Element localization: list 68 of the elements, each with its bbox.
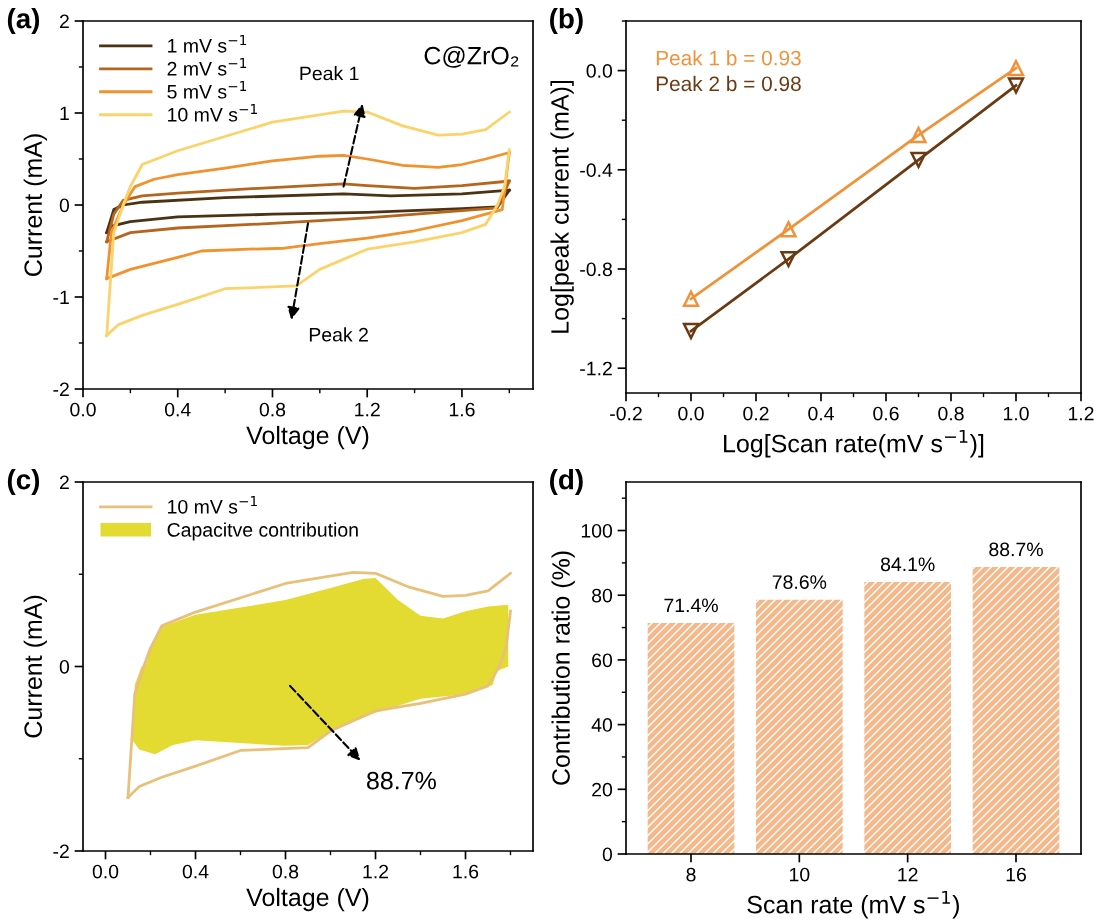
- chart-title: (b): [550, 8, 583, 34]
- y-tick-label: 0: [59, 198, 70, 213]
- chart-title: (a): [7, 8, 40, 34]
- y-tick-label: 1: [60, 106, 69, 121]
- x-tick-label: 16: [1006, 867, 1026, 882]
- x-tick-label: 0.6: [873, 406, 899, 421]
- x-axis-title: Voltage (V): [246, 425, 369, 450]
- legend-label: 10 mV s$^{−1}$: [168, 104, 257, 122]
- text: Peak 1 b = 0.93: [656, 50, 801, 66]
- y-axis-title: Current (mA): [23, 595, 47, 738]
- x-tick-label: 0.0: [678, 406, 704, 421]
- x-tick-label: 0.4: [808, 406, 834, 421]
- annotation: Peak 2: [309, 327, 368, 342]
- x-tick-label: 0.8: [272, 864, 299, 879]
- y-tick-label: 2: [59, 475, 69, 490]
- x-tick-label: 0.4: [164, 402, 191, 417]
- x-axis-title: Voltage (V): [246, 887, 369, 912]
- x-tick-label: 0.8: [259, 402, 286, 417]
- y-tick-label: 100: [581, 523, 613, 538]
- legend-label: 1 mV s$^{−1}$: [168, 35, 247, 53]
- y-tick-label: 40: [591, 718, 613, 732]
- x-tick-label: 1.2: [355, 402, 380, 417]
- y-axis-title: Current (mA): [23, 134, 47, 276]
- y-tick-label: 20: [592, 782, 613, 797]
- data-label: 88.7%: [989, 542, 1043, 557]
- y-tick-label: 0.0: [586, 64, 613, 78]
- x-tick-label: 0.0: [70, 402, 96, 417]
- y-tick-label: -1: [53, 290, 69, 305]
- y-tick-label: 0: [59, 659, 70, 674]
- x-tick-label: -0.2: [610, 406, 642, 421]
- annotation: C@ZrO₂: [424, 46, 519, 68]
- y-tick-label: 80: [592, 588, 613, 603]
- x-tick-label: 0.8: [938, 406, 964, 421]
- chart-title: (c): [7, 469, 40, 495]
- x-tick-label: 12: [898, 867, 918, 882]
- legend-label: 2 mV s$^{−1}$: [167, 58, 247, 76]
- x-tick-label: 10: [790, 867, 810, 882]
- x-axis-title: Scan rate (mV s$^{−1}$): [747, 890, 959, 919]
- x-tick-label: 1.2: [1068, 406, 1094, 421]
- y-tick-label: -0.4: [580, 163, 613, 178]
- data-label: 84.1%: [880, 557, 935, 572]
- x-tick-label: 0.0: [92, 864, 119, 879]
- annotation: 88.7%: [367, 771, 436, 790]
- y-tick-label: 0: [602, 847, 613, 862]
- x-tick-label: 8: [686, 867, 696, 882]
- x-tick-label: 1.2: [363, 864, 389, 879]
- legend-label: 5 mV s$^{−1}$: [167, 81, 247, 99]
- y-axis-title: Contribution ratio (%): [551, 551, 575, 785]
- x-tick-label: 0.4: [182, 864, 209, 879]
- y-tick-label: -2: [53, 382, 69, 397]
- legend-label: 10 mV s$^{−1}$: [168, 496, 257, 514]
- x-axis-title: Log[Scan rate(mV s$^{−1}$)]: [724, 429, 984, 458]
- annotation: Peak 1: [300, 66, 359, 81]
- x-tick-label: 1.6: [449, 402, 475, 417]
- y-tick-label: 2: [59, 14, 69, 29]
- text: Peak 2 b = 0.98: [656, 75, 801, 92]
- x-tick-label: 0.2: [743, 406, 769, 421]
- y-tick-label: 60: [592, 653, 613, 668]
- data-label: 78.6%: [772, 575, 827, 589]
- x-tick-label: 1.6: [453, 864, 479, 879]
- legend-label: Capacitve contribution: [167, 522, 358, 541]
- data-label: 71.4%: [664, 598, 718, 613]
- y-tick-label: -0.8: [580, 262, 612, 277]
- y-tick-label: -1.2: [580, 361, 612, 376]
- chart-title: (d): [550, 469, 583, 495]
- x-tick-label: 1.0: [1003, 406, 1029, 421]
- y-tick-label: -2: [53, 844, 69, 859]
- y-axis-title: Log[peak current (mA)]: [550, 80, 574, 333]
